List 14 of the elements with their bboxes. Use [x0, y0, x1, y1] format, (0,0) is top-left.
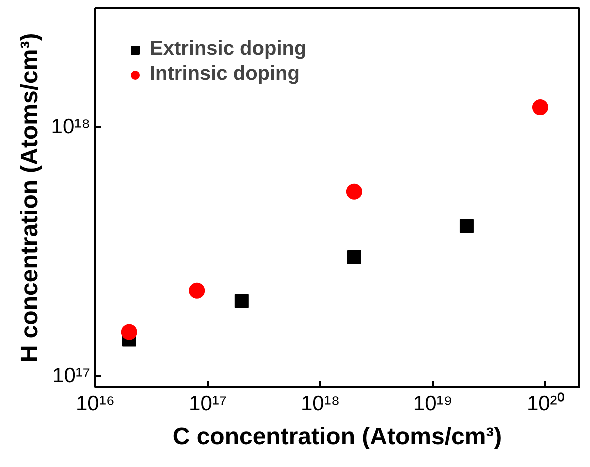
x-tick-label: 10¹⁸ [300, 392, 340, 416]
point [234, 294, 249, 308]
point [346, 184, 362, 200]
x-tick-label: 10¹⁷ [189, 392, 228, 416]
point [347, 250, 362, 264]
x-axis-title: C concentration (Atoms/cm³) [172, 424, 502, 450]
point [460, 219, 474, 234]
point [121, 324, 138, 340]
legend-label: Extrinsic doping [150, 38, 307, 61]
legend-label: Intrinsic doping [150, 63, 300, 86]
x-tick-label: 10¹⁶ [76, 392, 115, 416]
x-tick-label: 10²⁰ [526, 392, 564, 416]
y-axis-title: H concentration (Atoms/cm³) [16, 33, 44, 363]
x-tick-label: 10¹⁹ [413, 392, 453, 416]
